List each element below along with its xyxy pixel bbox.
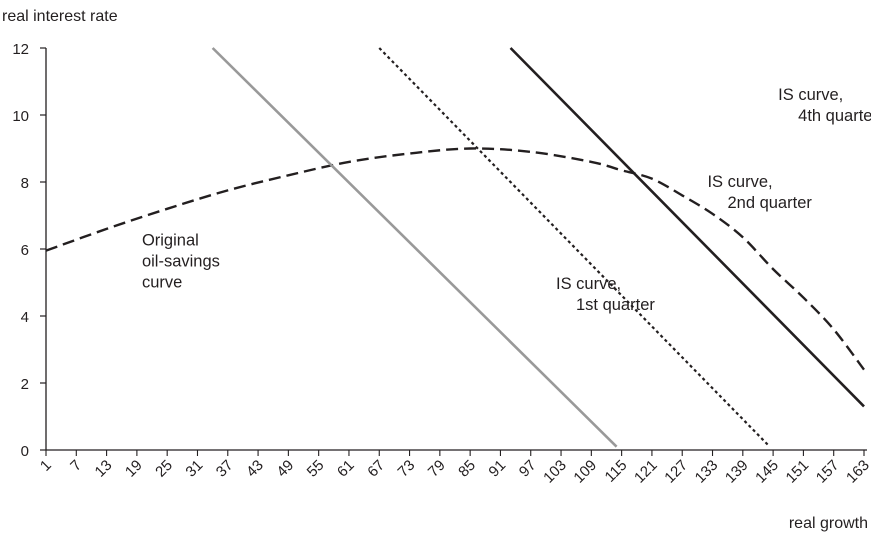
annotation-line: Original <box>142 232 199 250</box>
x-tick-label: 7 <box>67 457 85 475</box>
x-tick-label: 43 <box>243 457 267 481</box>
annotation-q2: IS curve, 2nd quarter <box>707 173 812 212</box>
y-tick-label: 10 <box>12 108 29 125</box>
x-tick-label: 61 <box>334 457 358 481</box>
x-tick-label: 121 <box>631 457 661 487</box>
annotation-line: IS curve, <box>556 275 621 293</box>
x-tick-label: 13 <box>92 457 116 481</box>
annotation-line: oil-savings <box>142 253 220 271</box>
x-tick-label: 139 <box>722 457 752 487</box>
y-axis-label: real interest rate <box>2 8 118 25</box>
y-tick-label: 12 <box>12 41 29 58</box>
y-tick-label: 6 <box>21 242 29 259</box>
series-line-q2 <box>378 47 769 446</box>
x-tick-label: 163 <box>843 457 871 487</box>
x-axis-label: real growth <box>789 515 868 532</box>
x-tick-label: 115 <box>602 457 631 486</box>
x-tick-label: 73 <box>395 457 419 481</box>
series-layer <box>45 47 865 448</box>
x-tick-label: 37 <box>213 457 237 481</box>
x-tick-label: 103 <box>540 457 570 487</box>
annotation-line: curve <box>142 274 182 292</box>
series-line-q1 <box>211 47 618 448</box>
x-tick-label: 55 <box>304 457 328 481</box>
x-tick-label: 67 <box>364 457 388 481</box>
series-line-oil <box>45 147 865 371</box>
annotation-line: 2nd quarter <box>727 194 812 212</box>
annotation-oil: Original oil-savings curve <box>142 232 220 292</box>
x-tick-label: 1 <box>37 457 55 475</box>
x-tick-label: 79 <box>425 457 449 481</box>
y-tick-label: 0 <box>21 443 29 460</box>
annotation-q1: IS curve, 1st quarter <box>556 275 655 314</box>
y-tick-label: 8 <box>21 175 29 192</box>
x-tick-label: 49 <box>273 457 297 481</box>
annotation-line: 4th quarter <box>798 107 871 125</box>
x-tick-label: 151 <box>783 457 813 487</box>
x-tick-label: 109 <box>570 457 600 487</box>
x-tick-label: 145 <box>752 457 782 487</box>
x-tick-label: 19 <box>122 457 146 481</box>
x-tick-label: 91 <box>485 457 509 481</box>
y-tick-label: 4 <box>21 309 29 326</box>
y-tick-label: 2 <box>21 376 29 393</box>
annotation-line: IS curve, <box>707 173 772 191</box>
annotation-q4: IS curve, 4th quarter <box>778 86 871 125</box>
x-tick-label: 97 <box>516 457 540 481</box>
x-tick-label: 127 <box>661 457 691 487</box>
annotation-layer: Original oil-savings curve IS curve, 1st qua… <box>142 86 871 314</box>
x-tick-label: 31 <box>182 457 206 481</box>
x-tick-label: 85 <box>455 457 479 481</box>
x-tick-label: 157 <box>813 457 843 487</box>
series-line-q4 <box>509 47 865 408</box>
x-tick-label: 25 <box>152 457 176 481</box>
annotation-line: IS curve, <box>778 86 843 104</box>
annotation-line: 1st quarter <box>576 296 655 314</box>
x-tick-label: 133 <box>692 457 722 487</box>
